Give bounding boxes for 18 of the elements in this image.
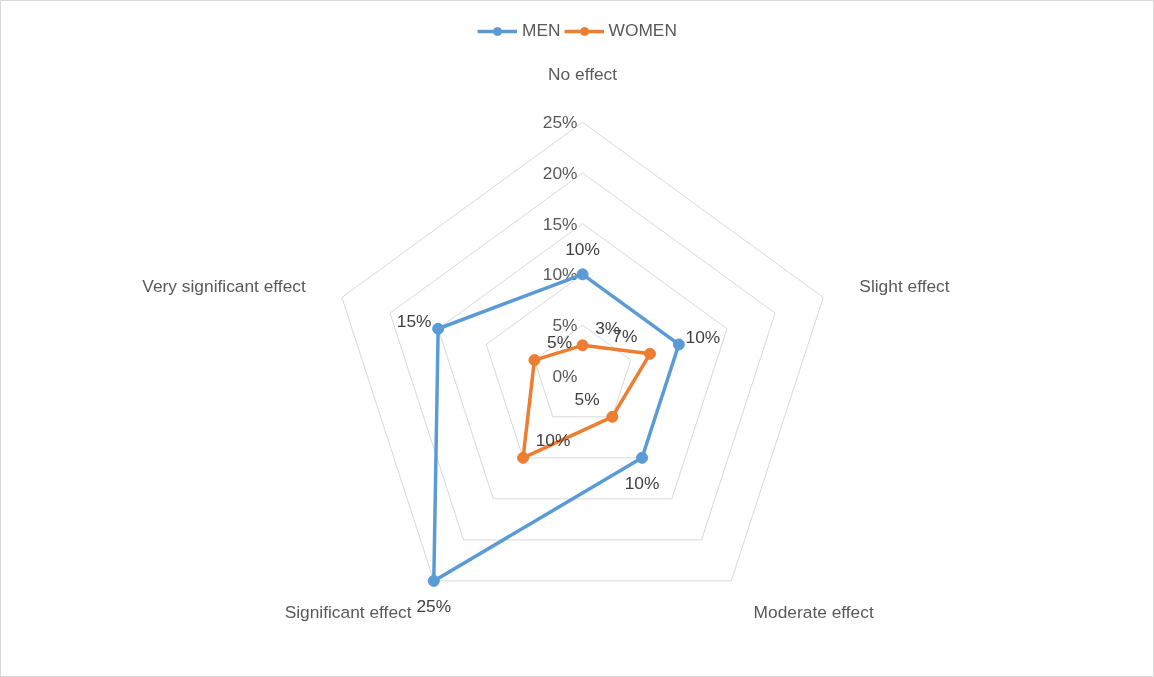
legend-label: WOMEN	[608, 20, 677, 41]
data-label: 25%	[416, 596, 452, 617]
spoke-label: Slight effect	[859, 275, 950, 296]
data-label: 10%	[624, 473, 660, 494]
y-tick-label: 0%	[552, 365, 578, 386]
y-tick-label: 20%	[542, 162, 578, 183]
spoke-label: Significant effect	[284, 601, 412, 622]
spoke-label: No effect	[548, 64, 618, 85]
spoke-label: Moderate effect	[753, 601, 874, 622]
y-tick-label: 15%	[542, 213, 578, 234]
y-tick-label: 25%	[542, 112, 578, 133]
data-label: 5%	[574, 389, 600, 410]
legend-label: MEN	[522, 20, 561, 41]
spoke-label: Very significant effect	[142, 275, 306, 296]
data-label: 10%	[565, 238, 600, 259]
data-label: 10%	[685, 326, 721, 347]
y-tick-label: 5%	[552, 315, 578, 336]
data-label: 15%	[396, 310, 432, 331]
